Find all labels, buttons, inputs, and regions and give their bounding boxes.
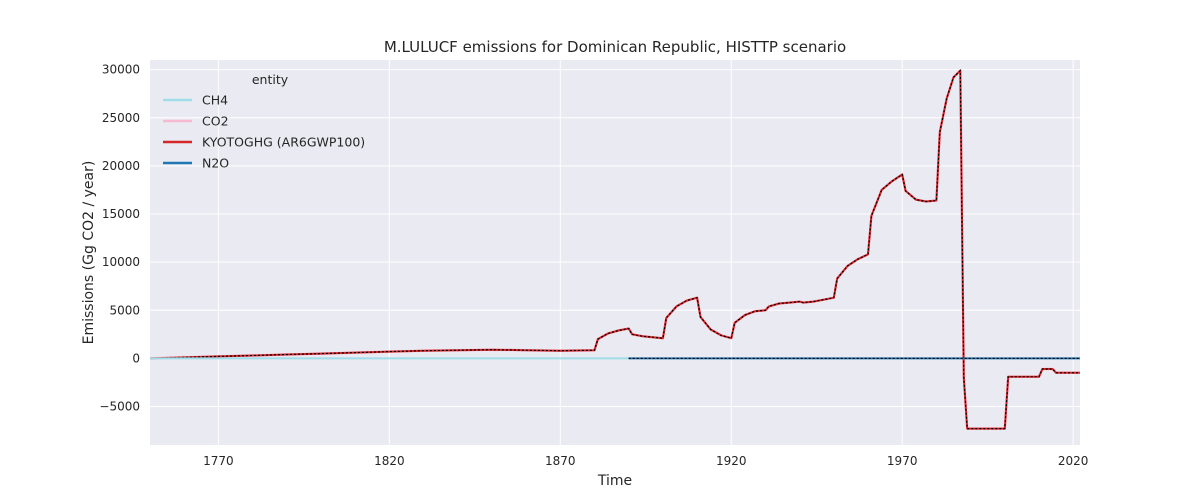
y-tick-label: 20000 [102, 159, 140, 173]
series-lines [149, 69, 1080, 430]
y-tick-label: 25000 [102, 111, 140, 125]
x-tick-label: 1770 [203, 454, 234, 468]
y-tick-label: −5000 [99, 400, 140, 414]
y-tick-label: 15000 [102, 207, 140, 221]
y-tick-label: 5000 [109, 303, 140, 317]
x-tick-label: 2020 [1058, 454, 1089, 468]
legend-label: N2O [202, 156, 229, 171]
legend-label: KYOTOGHG (AR6GWP100) [202, 135, 365, 150]
y-tick-label: 30000 [102, 63, 140, 77]
x-tick-label: 1970 [887, 454, 918, 468]
series-dotted-kyotoghg-ar6gwp100 [149, 69, 1080, 430]
x-tick-label: 1920 [716, 454, 747, 468]
plot-area [150, 60, 1080, 445]
axis-ticks: 1770 1820 1870 1920 1970 2020 −5000 0 5000 10000 1… [99, 63, 1088, 468]
x-tick-label: 1870 [545, 454, 576, 468]
y-tick-label: 0 [132, 351, 140, 365]
legend: entity CH4 CO2 KYOTOGHG (AR6GWP100) N2O [163, 72, 365, 171]
chart-title: M.LULUCF emissions for Dominican Republi… [384, 38, 846, 56]
legend-label: CO2 [202, 114, 229, 129]
x-tick-label: 1820 [374, 454, 405, 468]
legend-entries: CH4 CO2 KYOTOGHG (AR6GWP100) N2O [163, 93, 365, 171]
legend-label: CH4 [202, 93, 228, 108]
y-axis-title: Emissions (Gg CO2 / year) [81, 161, 97, 345]
legend-title: entity [252, 72, 289, 87]
x-axis-title: Time [597, 473, 632, 489]
y-tick-label: 10000 [102, 255, 140, 269]
